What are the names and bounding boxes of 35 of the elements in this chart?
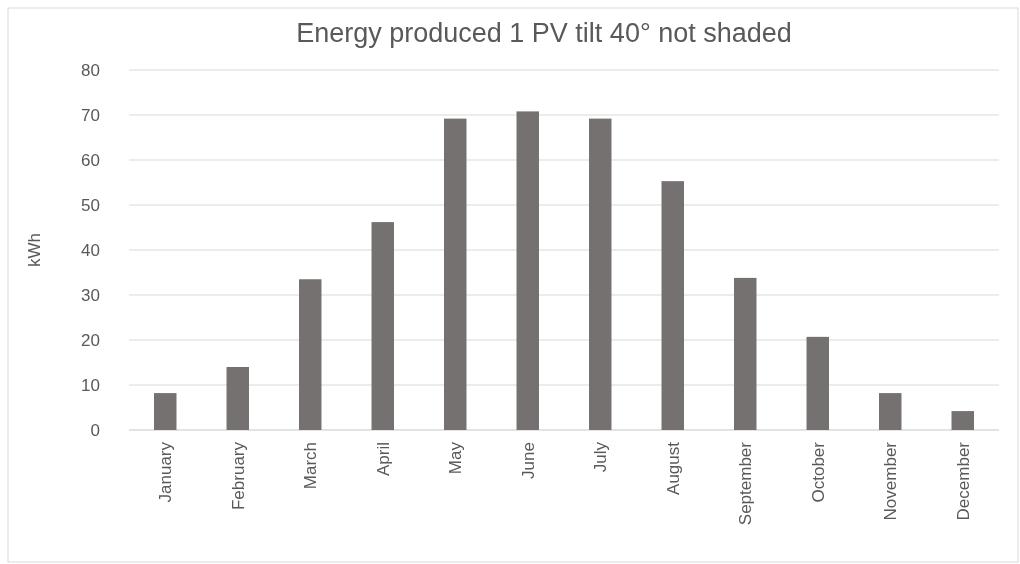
y-tick-label: 60 xyxy=(81,150,100,170)
x-tick-label: January xyxy=(156,441,176,503)
x-tick-label: November xyxy=(881,441,901,521)
x-tick-label: June xyxy=(518,442,538,479)
bar xyxy=(806,336,829,430)
x-tick-label: August xyxy=(663,441,683,495)
x-tick-label: May xyxy=(446,441,466,475)
y-tick-label: 40 xyxy=(81,240,100,260)
bar xyxy=(371,222,394,430)
bar xyxy=(879,393,902,430)
x-tick-label: September xyxy=(736,441,756,526)
x-tick-label: March xyxy=(301,442,321,490)
y-tick-label: 70 xyxy=(81,105,100,125)
y-tick-label: 20 xyxy=(81,330,100,350)
bar xyxy=(516,111,539,430)
y-axis-title: kWh xyxy=(25,233,44,267)
bar xyxy=(661,181,684,430)
bar xyxy=(154,393,177,430)
y-tick-label: 0 xyxy=(90,420,100,440)
x-tick-label: July xyxy=(591,441,611,473)
x-tick-label: October xyxy=(808,441,828,503)
y-tick-label: 10 xyxy=(81,375,100,395)
bar xyxy=(951,411,974,430)
y-tick-label: 30 xyxy=(81,285,100,305)
x-tick-label: December xyxy=(953,441,973,521)
bar xyxy=(734,277,757,430)
x-tick-label: April xyxy=(373,442,393,477)
bar xyxy=(226,367,249,430)
x-tick-label: February xyxy=(228,441,248,511)
bar xyxy=(589,118,612,430)
y-tick-label: 50 xyxy=(81,195,100,215)
chart-title: Energy produced 1 PV tilt 40° not shaded xyxy=(296,18,792,48)
bar xyxy=(444,118,467,430)
y-tick-label: 80 xyxy=(81,60,100,80)
bar xyxy=(299,279,322,430)
